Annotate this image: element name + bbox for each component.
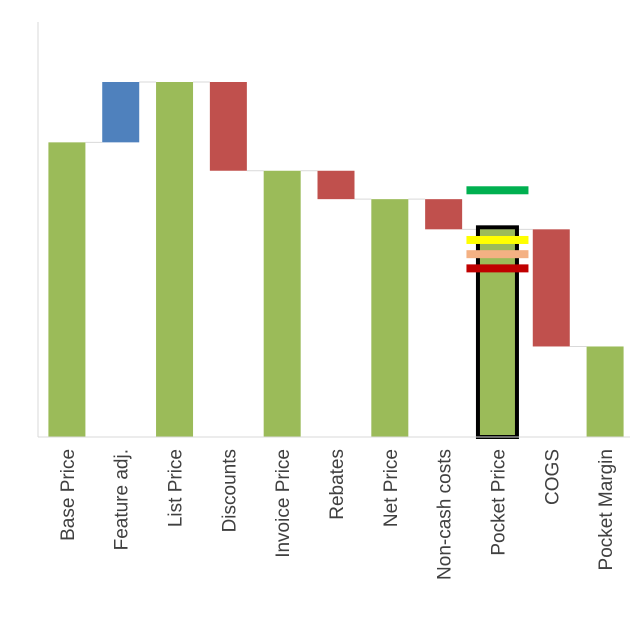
category-label-pocket-price: Pocket Price — [488, 449, 509, 556]
category-labels: Base Price Feature adj. List Price Discount… — [58, 449, 617, 580]
bar-invoice-price — [263, 170, 301, 437]
bar-feature-adj — [102, 82, 140, 143]
marker-line-3 — [466, 250, 529, 259]
category-label-non-cash-costs: Non-cash costs — [435, 449, 456, 580]
category-label-cogs: COGS — [542, 449, 563, 505]
category-label-list-price: List Price — [166, 449, 187, 527]
connector-lines — [85, 81, 587, 347]
bar-base-price — [48, 142, 86, 437]
category-label-base-price: Base Price — [58, 449, 79, 541]
markers-group — [466, 186, 529, 273]
marker-line-4 — [466, 264, 529, 273]
category-label-invoice-price: Invoice Price — [273, 449, 294, 558]
bar-list-price — [156, 82, 194, 437]
category-label-net-price: Net Price — [381, 449, 402, 527]
bar-pocket-price — [478, 229, 516, 437]
bars-group — [48, 82, 624, 439]
bar-discounts — [209, 82, 247, 171]
category-label-rebates: Rebates — [327, 449, 348, 520]
category-label-discounts: Discounts — [219, 449, 240, 532]
category-label-feature-adj: Feature adj. — [112, 449, 133, 550]
bar-pocket-margin — [586, 346, 624, 437]
bar-rebates — [317, 170, 355, 200]
bar-non-cash-costs — [425, 199, 463, 230]
marker-line-2 — [466, 235, 529, 244]
category-label-pocket-margin: Pocket Margin — [596, 449, 617, 570]
bar-net-price — [371, 199, 409, 437]
marker-line-1 — [466, 186, 529, 195]
bar-cogs — [532, 229, 570, 347]
